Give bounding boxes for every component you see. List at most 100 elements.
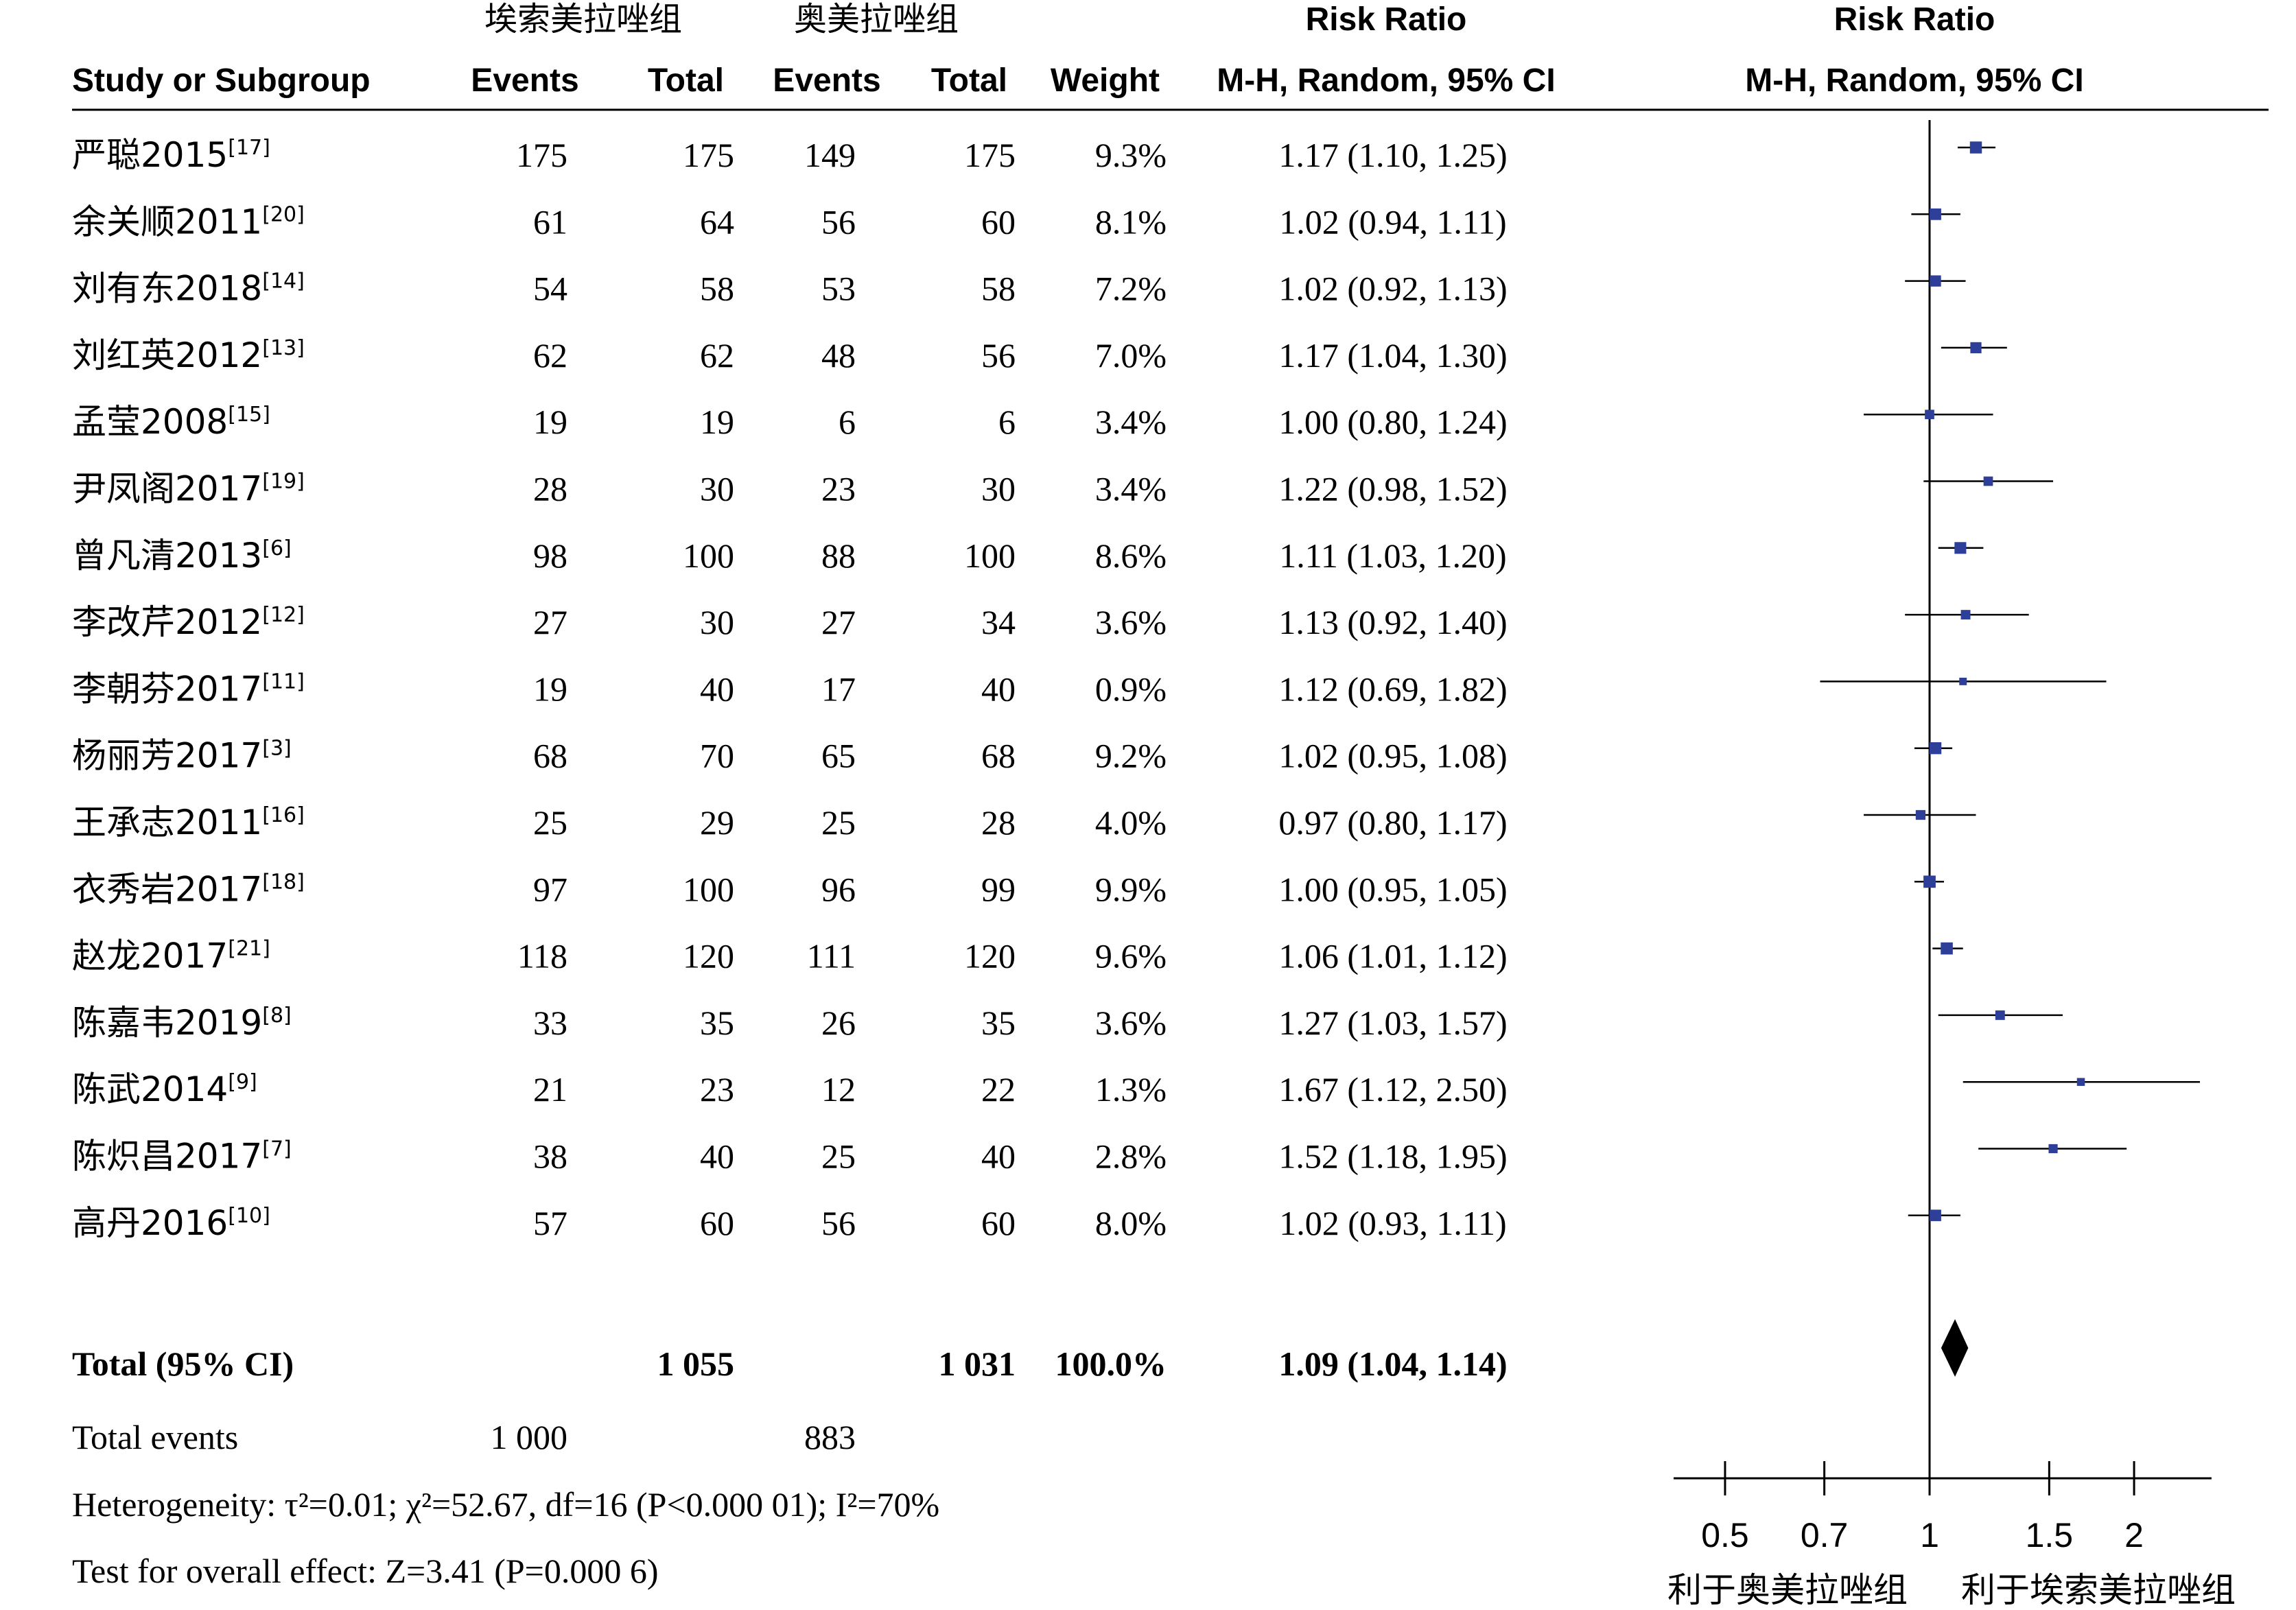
- study-effect-marker: [1930, 275, 1941, 287]
- events-exp-cell: 19: [533, 670, 567, 708]
- ci-cell: 1.06 (1.01, 1.12): [1278, 937, 1507, 975]
- study-effect-marker: [1925, 410, 1934, 420]
- favours-right-label: 利于埃索美拉唑组: [1961, 1570, 2236, 1610]
- ci-cell: 1.11 (1.03, 1.20): [1279, 536, 1506, 575]
- weight-cell: 8.6%: [1095, 536, 1167, 575]
- events-exp-cell: 25: [533, 803, 567, 842]
- study-row: 刘有东2018[14] 54 58 53 58 7.2% 1.02 (0.92, 1.13): [72, 269, 1508, 309]
- weight-cell: 3.4%: [1095, 470, 1167, 508]
- ci-cell: 1.13 (0.92, 1.40): [1278, 603, 1507, 641]
- study-reference: [8]: [262, 1004, 292, 1028]
- total-exp-cell: 29: [700, 803, 734, 842]
- total-exp-cell: 100: [683, 870, 734, 908]
- study-name-text: 衣秀岩2017: [72, 869, 262, 909]
- study-row: 赵龙2017[21] 118 120 111 120 9.6% 1.06 (1.01, 1.…: [72, 936, 1508, 976]
- total-ctrl-cell: 56: [981, 336, 1016, 375]
- header-total-exp: Total: [648, 62, 724, 99]
- study-effect-marker: [1970, 342, 1982, 354]
- header-total-ctrl: Total: [931, 62, 1007, 99]
- events-ctrl-cell: 48: [821, 336, 856, 375]
- ci-cell: 1.22 (0.98, 1.52): [1278, 470, 1507, 508]
- events-ctrl-cell: 65: [821, 737, 856, 775]
- weight-cell: 8.0%: [1095, 1204, 1167, 1242]
- x-axis-tick-label: 1.5: [2026, 1516, 2074, 1554]
- study-name: 高丹2016[10]: [72, 1203, 270, 1243]
- study-name-text: 陈武2014: [72, 1069, 228, 1109]
- study-effect-marker: [1930, 208, 1941, 220]
- events-ctrl-cell: 17: [821, 670, 856, 708]
- overall-effect-text: Test for overall effect: Z=3.41 (P=0.000…: [72, 1552, 659, 1590]
- study-row: 衣秀岩2017[18] 97 100 96 99 9.9% 1.00 (0.95, 1.05…: [72, 869, 1508, 909]
- total-ctrl-cell: 22: [981, 1070, 1016, 1109]
- events-exp-cell: 175: [516, 136, 567, 174]
- events-ctrl-cell: 23: [821, 470, 856, 508]
- weight-cell: 9.6%: [1095, 937, 1167, 975]
- events-exp-cell: 54: [533, 270, 567, 308]
- study-effect-marker: [1923, 875, 1936, 888]
- study-effect-marker: [1995, 1010, 2005, 1020]
- events-exp-cell: 57: [533, 1204, 567, 1242]
- study-name: 严聪2015[17]: [72, 135, 270, 175]
- events-exp-cell: 27: [533, 603, 567, 641]
- events-ctrl-cell: 6: [839, 403, 856, 441]
- study-reference: [18]: [262, 870, 305, 894]
- total-events-e1: 1 000: [491, 1418, 568, 1456]
- study-row: 李朝芬2017[11] 19 40 17 40 0.9% 1.12 (0.69, 1.82): [72, 669, 1508, 709]
- study-row: 陈炽昌2017[7] 38 40 25 40 2.8% 1.52 (1.18, 1.95): [72, 1137, 1508, 1176]
- total-ctrl-cell: 6: [998, 403, 1016, 441]
- events-ctrl-cell: 53: [821, 270, 856, 308]
- events-ctrl-cell: 25: [821, 1137, 856, 1176]
- study-row: 陈武2014[9] 21 23 12 22 1.3% 1.67 (1.12, 2.50): [72, 1069, 1508, 1109]
- ci-cell: 0.97 (0.80, 1.17): [1278, 803, 1507, 842]
- ci-cell: 1.02 (0.92, 1.13): [1278, 270, 1507, 308]
- study-reference: [6]: [262, 536, 292, 560]
- total-ctrl-cell: 175: [964, 136, 1016, 174]
- study-name-text: 曾凡清2013: [72, 536, 262, 576]
- weight-cell: 3.6%: [1095, 603, 1167, 641]
- total-ctrl-cell: 35: [981, 1004, 1016, 1042]
- weight-cell: 0.9%: [1095, 670, 1167, 708]
- study-name: 王承志2011[16]: [72, 803, 305, 842]
- study-name-text: 刘有东2018: [72, 269, 262, 309]
- total-exp-cell: 40: [700, 670, 734, 708]
- study-name-text: 余关顺2011: [72, 202, 262, 241]
- study-effect-marker: [1983, 476, 1993, 486]
- ci-cell: 1.17 (1.10, 1.25): [1278, 136, 1507, 174]
- total-label: Total (95% CI): [72, 1345, 294, 1383]
- study-reference: [14]: [262, 270, 305, 294]
- events-exp-cell: 97: [533, 870, 567, 908]
- header-events-exp: Events: [471, 62, 578, 99]
- ci-cell: 1.27 (1.03, 1.57): [1278, 1004, 1507, 1042]
- study-name: 衣秀岩2017[18]: [72, 869, 305, 909]
- events-exp-cell: 118: [517, 937, 567, 975]
- weight-cell: 9.3%: [1095, 136, 1167, 174]
- study-reference: [9]: [228, 1070, 257, 1094]
- study-effect-marker: [1929, 742, 1942, 755]
- study-effect-marker: [1960, 610, 1971, 620]
- study-row: 严聪2015[17] 175 175 149 175 9.3% 1.17 (1.10, 1.…: [72, 135, 1508, 175]
- x-axis-tick-label: 1: [1920, 1516, 1939, 1554]
- study-name: 孟莹2008[15]: [72, 402, 270, 442]
- total-exp-cell: 30: [700, 603, 734, 641]
- total-ctrl-cell: 28: [981, 803, 1016, 842]
- study-name: 尹凤阁2017[19]: [72, 469, 305, 509]
- events-exp-cell: 62: [533, 336, 567, 375]
- ci-cell: 1.00 (0.95, 1.05): [1278, 870, 1507, 908]
- events-exp-cell: 38: [533, 1137, 567, 1176]
- study-name: 陈炽昌2017[7]: [72, 1137, 292, 1176]
- events-exp-cell: 28: [533, 470, 567, 508]
- summary-diamond: [1941, 1319, 1969, 1377]
- study-name: 陈武2014[9]: [72, 1069, 257, 1109]
- total-exp-cell: 35: [700, 1004, 734, 1042]
- events-ctrl-cell: 26: [821, 1004, 856, 1042]
- study-effect-marker: [1969, 141, 1982, 154]
- study-name: 陈嘉韦2019[8]: [72, 1003, 292, 1043]
- total-ctrl-cell: 120: [964, 937, 1016, 975]
- total-exp-cell: 64: [700, 202, 734, 241]
- study-effect-marker: [2048, 1144, 2058, 1154]
- total-exp-cell: 120: [683, 937, 734, 975]
- study-reference: [13]: [262, 336, 305, 360]
- x-axis-tick-label: 2: [2124, 1516, 2144, 1554]
- study-row: 孟莹2008[15] 19 19 6 6 3.4% 1.00 (0.80, 1.24): [72, 402, 1508, 442]
- ci-cell: 1.17 (1.04, 1.30): [1278, 336, 1507, 375]
